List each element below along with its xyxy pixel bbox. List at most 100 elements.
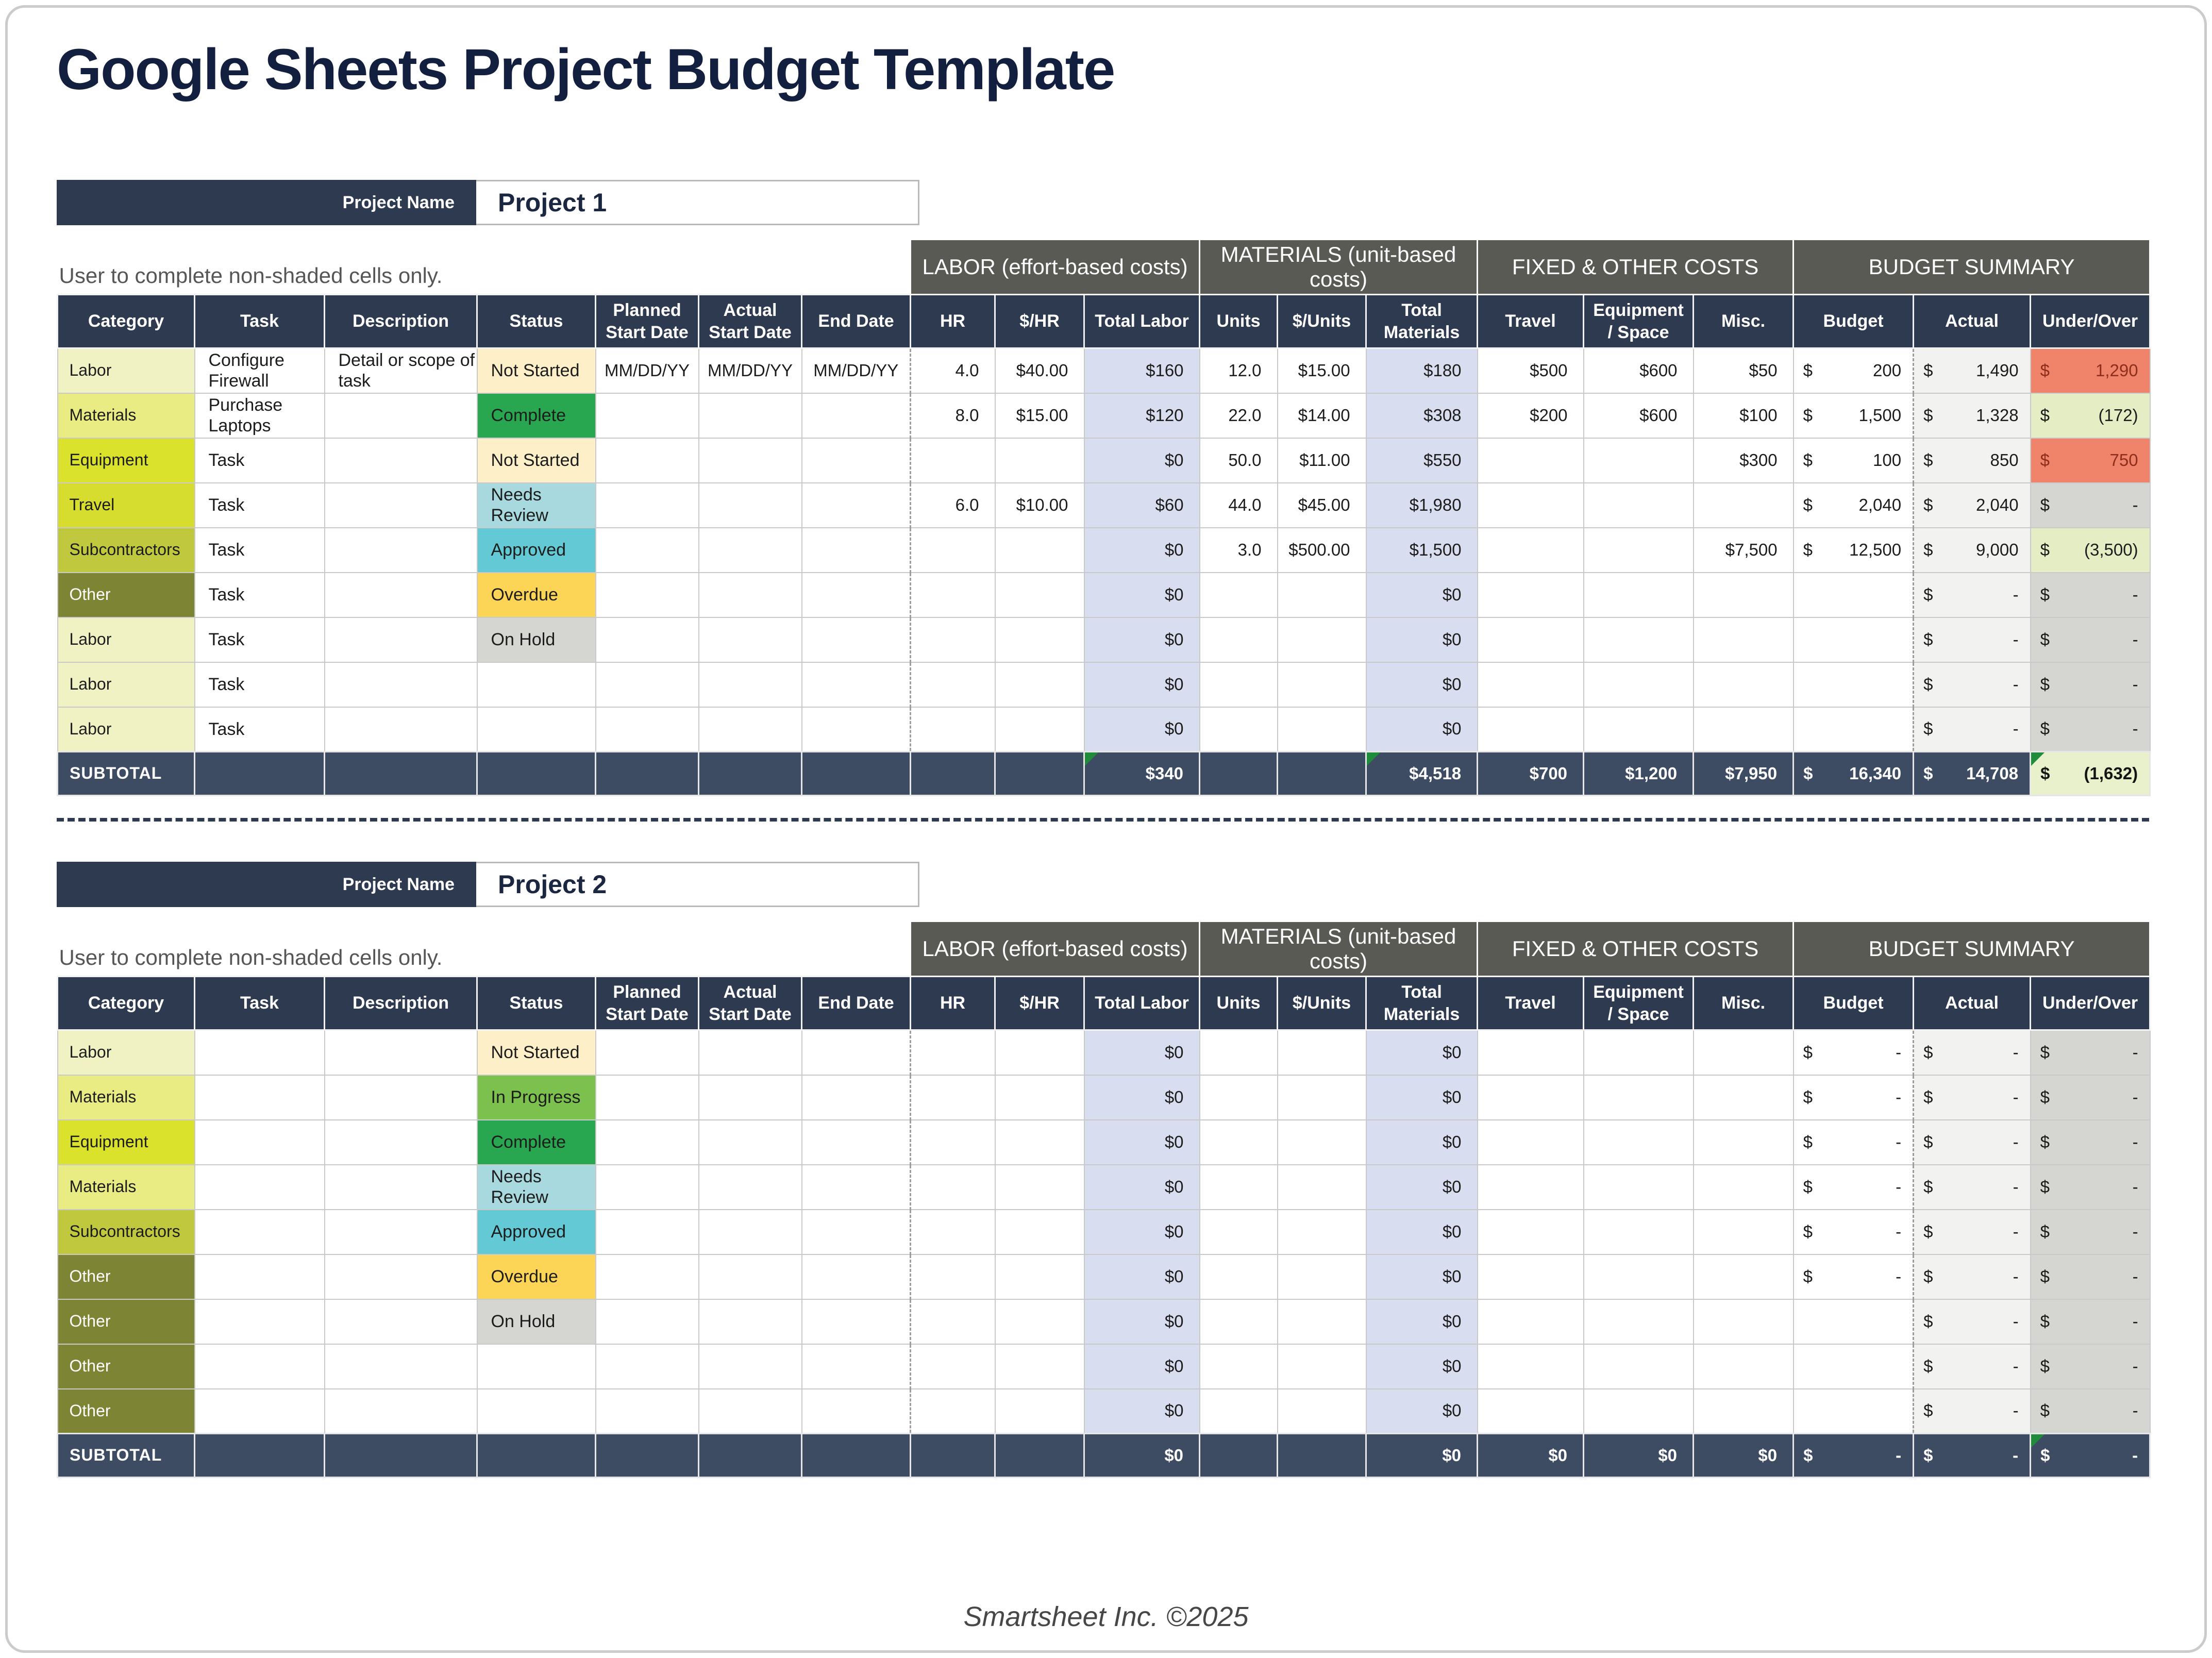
cell-unit_cost[interactable]: $45.00 (1277, 482, 1367, 528)
cell-equipment[interactable] (1583, 661, 1694, 708)
cell-category[interactable]: Travel (57, 482, 195, 528)
cell-category[interactable]: Subcontractors (57, 1209, 195, 1255)
cell-task[interactable]: Task (194, 437, 325, 483)
cell-planned_start[interactable] (595, 1388, 699, 1434)
cell-status[interactable]: On Hold (476, 616, 596, 663)
cell-status[interactable]: Complete (476, 1119, 596, 1165)
cell-category[interactable]: Equipment (57, 437, 195, 483)
cell-category[interactable]: Materials (57, 1074, 195, 1120)
cell-budget[interactable]: $12,500 (1792, 527, 1914, 573)
cell-equipment[interactable] (1583, 1074, 1694, 1120)
cell-misc[interactable] (1692, 572, 1794, 618)
cell-hr[interactable] (910, 572, 996, 618)
cell-hr[interactable]: 8.0 (910, 392, 996, 439)
cell-budget[interactable]: $1,500 (1792, 392, 1914, 439)
cell-task[interactable]: Task (194, 616, 325, 663)
cell-description[interactable] (324, 1298, 478, 1345)
cell-budget[interactable]: $100 (1792, 437, 1914, 483)
cell-rate[interactable] (994, 1029, 1085, 1076)
cell-task[interactable] (194, 1119, 325, 1165)
cell-misc[interactable] (1692, 1298, 1794, 1345)
cell-task[interactable] (194, 1388, 325, 1434)
cell-equipment[interactable] (1583, 437, 1694, 483)
cell-hr[interactable]: 6.0 (910, 482, 996, 528)
cell-category[interactable]: Labor (57, 706, 195, 752)
cell-actual_start[interactable] (698, 1253, 802, 1300)
cell-misc[interactable] (1692, 1343, 1794, 1389)
cell-hr[interactable] (910, 616, 996, 663)
cell-description[interactable] (324, 572, 478, 618)
cell-budget[interactable]: $ - (1792, 1029, 1914, 1076)
cell-category[interactable]: Labor (57, 616, 195, 663)
cell-status[interactable]: Needs Review (476, 1164, 596, 1210)
cell-task[interactable] (194, 1029, 325, 1076)
cell-status[interactable]: Not Started (476, 437, 596, 483)
cell-planned_start[interactable] (595, 616, 699, 663)
cell-planned_start[interactable] (595, 527, 699, 573)
cell-status[interactable]: Overdue (476, 572, 596, 618)
cell-end_date[interactable] (801, 437, 911, 483)
cell-unit_cost[interactable]: $500.00 (1277, 527, 1367, 573)
cell-misc[interactable]: $300 (1692, 437, 1794, 483)
cell-description[interactable] (324, 1209, 478, 1255)
cell-end_date[interactable] (801, 661, 911, 708)
cell-task[interactable]: Task (194, 482, 325, 528)
cell-planned_start[interactable] (595, 572, 699, 618)
cell-description[interactable] (324, 1343, 478, 1389)
cell-equipment[interactable] (1583, 1029, 1694, 1076)
cell-equipment[interactable] (1583, 1119, 1694, 1165)
cell-unit_cost[interactable]: $15.00 (1277, 347, 1367, 394)
cell-units[interactable] (1199, 572, 1278, 618)
cell-hr[interactable] (910, 1298, 996, 1345)
cell-units[interactable] (1199, 1388, 1278, 1434)
cell-planned_start[interactable] (595, 1119, 699, 1165)
cell-end_date[interactable] (801, 1343, 911, 1389)
cell-travel[interactable] (1477, 1209, 1584, 1255)
cell-planned_start[interactable] (595, 1074, 699, 1120)
cell-travel[interactable] (1477, 1343, 1584, 1389)
cell-status[interactable]: Approved (476, 1209, 596, 1255)
cell-end_date[interactable] (801, 1119, 911, 1165)
cell-actual_start[interactable] (698, 1164, 802, 1210)
cell-budget[interactable]: $ - (1792, 1164, 1914, 1210)
cell-hr[interactable] (910, 1119, 996, 1165)
cell-status[interactable]: Needs Review (476, 482, 596, 528)
cell-planned_start[interactable] (595, 392, 699, 439)
cell-planned_start[interactable] (595, 437, 699, 483)
cell-equipment[interactable]: $600 (1583, 347, 1694, 394)
cell-misc[interactable] (1692, 1253, 1794, 1300)
cell-category[interactable]: Labor (57, 661, 195, 708)
cell-travel[interactable] (1477, 437, 1584, 483)
cell-category[interactable]: Other (57, 1298, 195, 1345)
cell-end_date[interactable]: MM/DD/YY (801, 347, 911, 394)
cell-budget[interactable]: $ - (1792, 1074, 1914, 1120)
cell-category[interactable]: Equipment (57, 1119, 195, 1165)
cell-category[interactable]: Labor (57, 1029, 195, 1076)
cell-budget[interactable]: $2,040 (1792, 482, 1914, 528)
cell-unit_cost[interactable] (1277, 1343, 1367, 1389)
cell-planned_start[interactable] (595, 482, 699, 528)
cell-end_date[interactable] (801, 1298, 911, 1345)
cell-travel[interactable] (1477, 572, 1584, 618)
cell-end_date[interactable] (801, 572, 911, 618)
cell-misc[interactable] (1692, 1119, 1794, 1165)
cell-travel[interactable]: $200 (1477, 392, 1584, 439)
cell-budget[interactable]: $ - (1792, 1253, 1914, 1300)
cell-category[interactable]: Materials (57, 1164, 195, 1210)
cell-budget[interactable] (1792, 1343, 1914, 1389)
cell-travel[interactable] (1477, 1119, 1584, 1165)
cell-budget[interactable]: $ - (1792, 1119, 1914, 1165)
cell-hr[interactable]: 4.0 (910, 347, 996, 394)
cell-actual_start[interactable] (698, 1074, 802, 1120)
cell-status[interactable] (476, 661, 596, 708)
cell-status[interactable]: Approved (476, 527, 596, 573)
cell-actual_start[interactable] (698, 1029, 802, 1076)
cell-travel[interactable] (1477, 1298, 1584, 1345)
cell-description[interactable] (324, 661, 478, 708)
cell-description[interactable] (324, 1029, 478, 1076)
cell-units[interactable] (1199, 1074, 1278, 1120)
cell-task[interactable]: Purchase Laptops (194, 392, 325, 439)
cell-units[interactable] (1199, 1209, 1278, 1255)
cell-equipment[interactable] (1583, 1209, 1694, 1255)
cell-rate[interactable] (994, 1253, 1085, 1300)
